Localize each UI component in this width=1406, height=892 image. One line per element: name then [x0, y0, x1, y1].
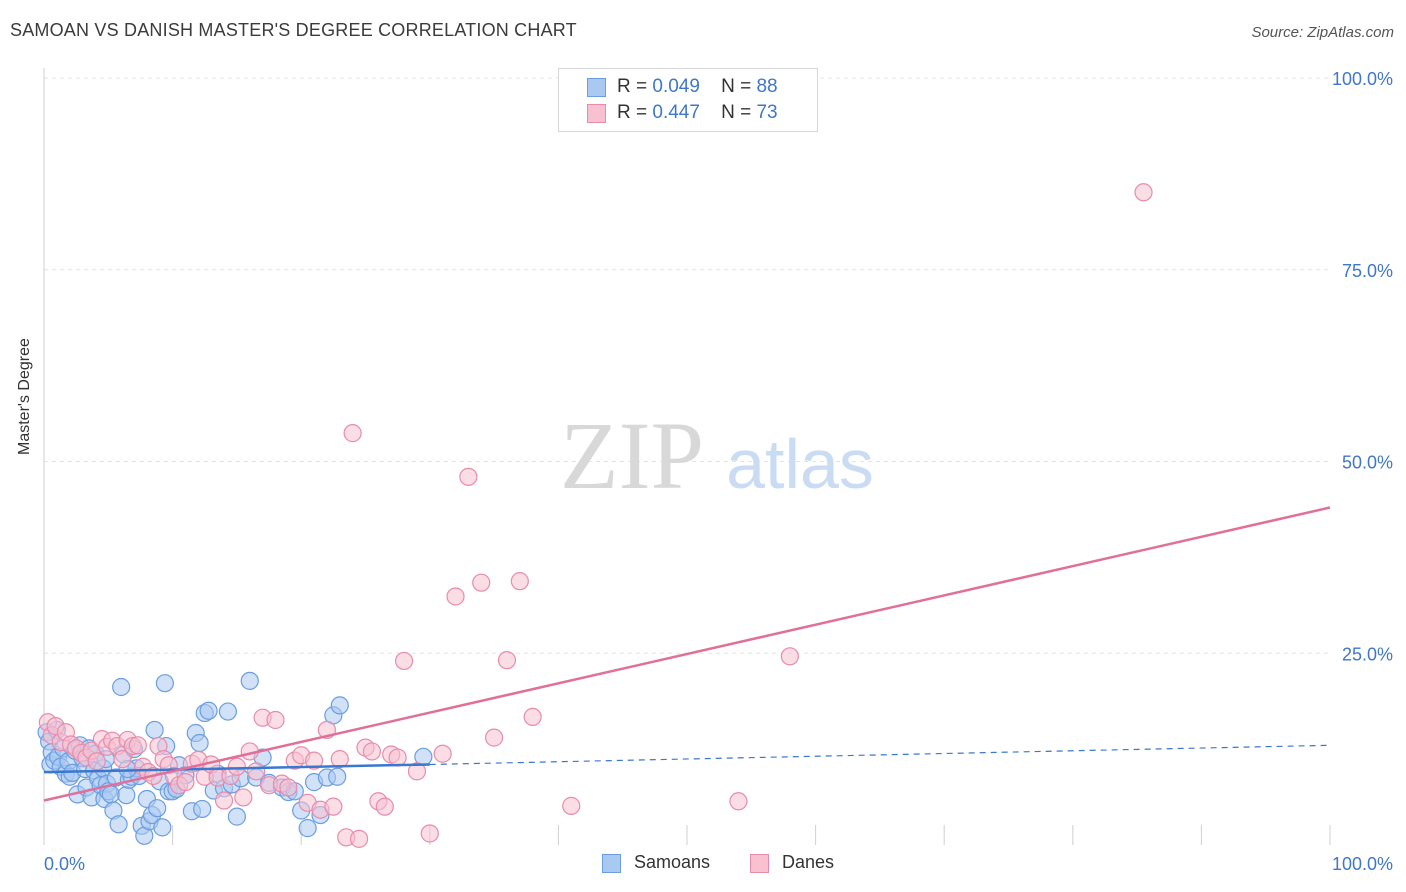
- y-tick-label: 75.0%: [1342, 261, 1393, 281]
- point-danes: [214, 791, 234, 810]
- point-danes: [266, 710, 285, 730]
- y-tick-label: 100.0%: [1332, 69, 1393, 89]
- y-tick-label: 25.0%: [1342, 644, 1393, 664]
- watermark-zip: ZIP: [560, 402, 704, 509]
- point-samoans: [101, 785, 120, 804]
- legend-swatch-danes: [587, 104, 606, 123]
- legend-r-value: 0.049: [652, 76, 700, 97]
- point-danes: [113, 749, 132, 769]
- point-danes: [523, 707, 542, 727]
- legend-swatch-samoans: [587, 78, 606, 97]
- point-danes: [407, 762, 427, 781]
- point-danes: [1134, 183, 1153, 202]
- point-samoans: [112, 677, 131, 697]
- point-danes: [176, 773, 195, 792]
- point-samoans: [328, 767, 347, 786]
- x-tick-label: 100.0%: [1332, 854, 1393, 874]
- legend-r-label: R =: [617, 102, 648, 123]
- point-danes: [485, 728, 504, 747]
- point-danes: [234, 788, 253, 807]
- point-samoans: [109, 815, 128, 834]
- grid: [44, 77, 1330, 654]
- data-points: [37, 183, 1153, 848]
- watermark: ZIP atlas: [560, 402, 874, 509]
- chart-title: SAMOAN VS DANISH MASTER'S DEGREE CORRELA…: [10, 20, 577, 40]
- legend: R = 0.049 N = 88 R = 0.447 N = 73: [558, 68, 818, 132]
- trend-lines: [43, 506, 1331, 802]
- bottom-legend-swatch-danes: [750, 854, 769, 873]
- legend-n-value: 73: [756, 102, 778, 123]
- point-samoans: [148, 799, 167, 818]
- point-danes: [729, 792, 748, 811]
- legend-r-value: 0.447: [652, 102, 700, 123]
- point-danes: [128, 736, 147, 755]
- point-danes: [324, 797, 343, 816]
- point-samoans: [153, 818, 172, 837]
- y-axis-label: Master's Degree: [16, 338, 33, 455]
- point-danes: [562, 796, 581, 815]
- point-samoans: [190, 733, 209, 753]
- legend-n-label: N =: [721, 102, 752, 123]
- point-danes: [420, 824, 439, 843]
- point-danes: [87, 752, 106, 771]
- point-danes: [343, 424, 362, 443]
- point-danes: [497, 651, 517, 670]
- point-danes: [330, 749, 349, 769]
- point-danes: [780, 647, 799, 666]
- bottom-legend-label-samoans: Samoans: [634, 852, 711, 872]
- source-label: Source: ZipAtlas.com: [1251, 24, 1394, 41]
- tick-labels: 25.0% 50.0% 75.0% 100.0% 0.0% 100.0%: [44, 69, 1393, 874]
- point-danes: [388, 748, 407, 767]
- point-danes: [247, 762, 266, 781]
- point-danes: [433, 744, 452, 763]
- legend-n-label: N =: [721, 76, 752, 97]
- point-samoans: [298, 819, 317, 838]
- legend-n-value: 88: [756, 76, 778, 97]
- trend-line-samoans-extension: [429, 744, 1331, 766]
- watermark-atlas: atlas: [726, 425, 874, 503]
- bottom-legend-label-danes: Danes: [782, 852, 835, 872]
- point-samoans: [117, 786, 136, 805]
- point-danes: [349, 829, 369, 848]
- point-danes: [227, 757, 246, 776]
- point-danes: [472, 573, 491, 592]
- point-samoans: [227, 807, 246, 826]
- y-tick-label: 50.0%: [1342, 453, 1393, 473]
- point-samoans: [155, 674, 174, 693]
- point-samoans: [193, 799, 212, 819]
- trend-line-samoans: [43, 763, 430, 774]
- point-samoans: [145, 720, 164, 740]
- point-samoans: [330, 696, 349, 715]
- point-danes: [510, 572, 529, 591]
- bottom-legend-swatch-samoans: [602, 854, 621, 873]
- point-danes: [304, 751, 324, 770]
- point-danes: [375, 797, 394, 816]
- point-samoans: [199, 701, 218, 720]
- point-danes: [362, 742, 382, 761]
- x-tick-label: 0.0%: [44, 854, 85, 874]
- legend-r-label: R =: [617, 76, 648, 97]
- point-danes: [446, 587, 465, 606]
- point-samoans: [218, 702, 237, 721]
- point-danes: [459, 467, 478, 486]
- trend-line-danes: [43, 506, 1331, 802]
- point-samoans: [240, 671, 259, 690]
- point-danes: [279, 778, 298, 797]
- point-danes: [394, 651, 414, 671]
